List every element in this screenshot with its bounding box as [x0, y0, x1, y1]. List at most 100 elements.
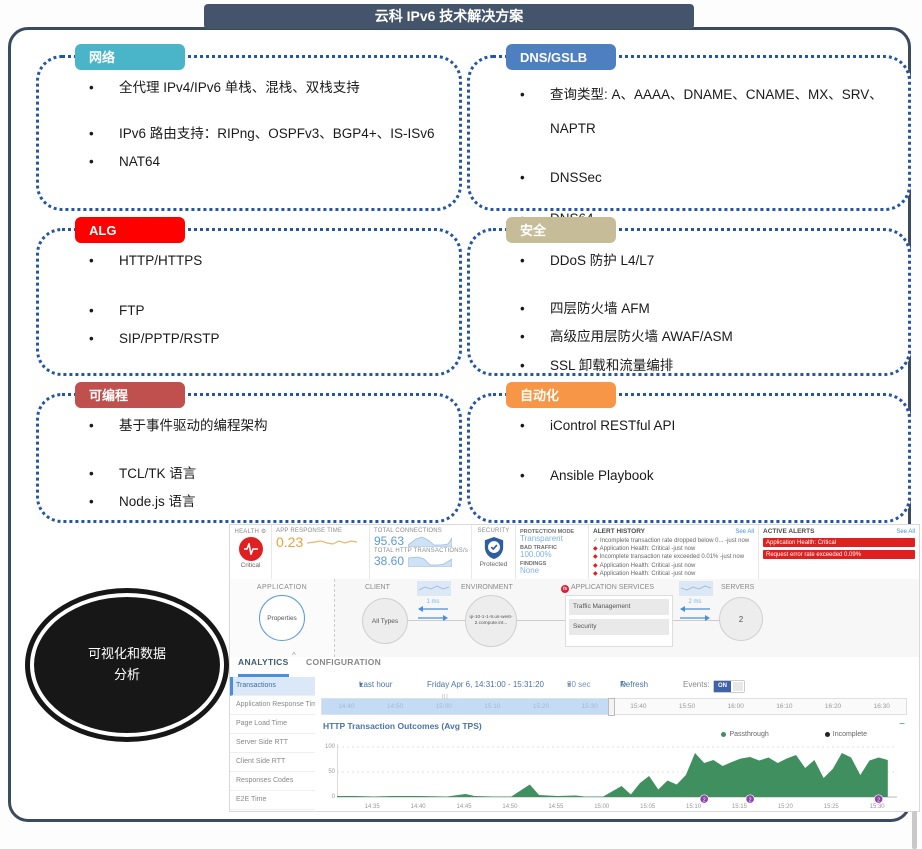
x-axis-tick: 14:40 [410, 804, 426, 810]
x-axis-tick: 14:45 [456, 804, 472, 810]
alert-history-list: ✓ Incomplete transaction rate dropped bel… [593, 537, 754, 578]
environment-node[interactable]: ip-10-1-1-9.us-west-2.compute.int... [465, 595, 517, 647]
svg-text:2: 2 [749, 797, 752, 803]
kpi-app-response-time: APP RESPONSE TIME 0.23 [272, 525, 370, 579]
x-axis-tick: 15:15 [731, 804, 747, 810]
kpi-protection: PROTECTION MODE Transparent BAD TRAFFIC … [516, 525, 589, 579]
minimize-chart-icon[interactable]: − [899, 719, 905, 730]
service-row-security[interactable]: Security [569, 619, 669, 635]
y-axis-tick: 50 [328, 769, 335, 775]
active-alert-banner: Request error rate exceeded 0.09% [763, 550, 915, 559]
x-axis-tick: 14:35 [364, 804, 380, 810]
alert-icon: ◆ [593, 546, 598, 553]
feature-bullet: SSL 卸载和流量编排 [520, 356, 884, 376]
sidebar-metric-item[interactable]: Application Response Time [230, 696, 315, 715]
bidirectional-arrows-icon [680, 606, 710, 621]
x-axis-tick: 15:00 [594, 804, 610, 810]
health-label: HEALTH [234, 529, 259, 535]
kpi-security: SECURITY Protected [472, 525, 516, 579]
visualization-ellipse: 可视化和数据分析 [25, 588, 229, 742]
feature-bullets: 查询类型: A、AAAA、DNAME、CNAME、MX、SRV、NAPTR DNS… [470, 58, 908, 229]
active-alerts-see-all-link[interactable]: See All [896, 528, 915, 535]
alert-icon: ◆ [593, 562, 598, 569]
client-node[interactable]: All Types [362, 598, 408, 644]
feature-box-alg: ALG HTTP/HTTPS FTP SIP/PPTP/RSTP [36, 217, 462, 376]
x-axis-tick: 15:05 [640, 804, 656, 810]
feature-bullet: SIP/PPTP/RSTP [89, 329, 435, 349]
refresh-icon: ↻ [620, 680, 627, 689]
toggle-knob [733, 682, 743, 691]
sidebar-metric-item[interactable]: E2E Time [230, 791, 315, 810]
active-alert-banner: Application Health: Critical [763, 538, 915, 547]
feature-bullets: DDoS 防护 L4/L7 四层防火墙 AFM 高级应用层防火墙 AWAF/ASM S… [470, 231, 908, 375]
feature-bullet: 全代理 IPv4/IPv6 单栈、混栈、双栈支持 [89, 78, 435, 98]
timeline-scrubber[interactable]: 14:4014:5015:0015:1015:2015:3015:4015:50… [321, 694, 907, 716]
chart-legend: Passthrough Incomplete [721, 731, 867, 738]
events-toggle[interactable]: ON [713, 680, 745, 693]
kpi-totals: TOTAL CONNECTIONS 95.63 TOTAL HTTP TRANS… [370, 525, 472, 579]
feature-bullet: HTTP/HTTPS [89, 251, 435, 271]
application-panel: APPLICATION Properties [230, 579, 335, 657]
x-axis-tick: 14:50 [502, 804, 518, 810]
findings-value: None [520, 565, 540, 575]
application-node[interactable]: Properties [259, 595, 305, 641]
sidebar-metric-item[interactable]: Responses Codes [230, 772, 315, 791]
analytics-dashboard: HEALTH ⚙ Critical APP RESPONSE TIME 0.23… [229, 524, 920, 849]
timeline-tick: 16:30 [873, 703, 890, 710]
passthrough-dot-icon [721, 732, 727, 737]
x-axis-tick: 15:30 [869, 804, 885, 810]
timeline-selection[interactable] [322, 699, 609, 714]
alert-history-item: ✓ Incomplete transaction rate dropped bel… [593, 538, 750, 544]
alert-history-panel: ALERT HISTORY See All ✓ Incomplete transa… [589, 525, 759, 579]
sidebar-metric-item[interactable]: Transactions [230, 677, 315, 696]
collapse-caret-icon[interactable]: ^ [292, 651, 296, 660]
event-marker[interactable] [745, 794, 755, 804]
service-row-traffic-management[interactable]: Traffic Management [569, 599, 669, 615]
servers-node[interactable]: 2 [719, 597, 763, 641]
metrics-sidebar: Transactions Application Response Time Pag… [230, 677, 316, 811]
timeline-grip-icon[interactable]: ||| [441, 694, 449, 700]
application-services-label: f5 APPLICATION SERVICES [561, 584, 654, 593]
timeline-tick: 16:20 [824, 703, 842, 710]
feature-tag-network: 网络 [75, 44, 185, 70]
svg-text:2: 2 [703, 797, 706, 803]
event-marker[interactable] [874, 794, 884, 804]
sidebar-metric-item[interactable]: Client Side RTT [230, 753, 315, 772]
check-icon: ✓ [593, 538, 599, 544]
alert-history-see-all-link[interactable]: See All [735, 528, 754, 535]
tab-configuration[interactable]: CONFIGURATION [306, 657, 382, 667]
x-axis-tick: 15:25 [823, 804, 839, 810]
gear-icon[interactable]: ⚙ [260, 529, 267, 535]
ellipse-label: 可视化和数据分析 [87, 646, 166, 682]
sidebar-metric-item[interactable]: Server Side RTT [230, 734, 315, 753]
timeline-drag-handle[interactable] [608, 698, 616, 716]
x-axis-tick: 14:55 [548, 804, 564, 810]
event-marker[interactable] [699, 794, 709, 804]
scrollbar-thumb[interactable] [912, 811, 917, 849]
timeline-tick: 16:10 [776, 703, 793, 710]
protection-mode-value: Transparent [520, 534, 563, 543]
feature-tag-automation: 自动化 [506, 382, 616, 408]
application-services-box: Traffic Management Security [565, 595, 673, 647]
tab-bar: ^ ANALYTICS CONFIGURATION [230, 651, 919, 678]
alert-history-item: ◆ Application Health: Critical -just now [593, 570, 696, 577]
tps-area-chart: 2 2 2 0 50 100 14:35 14:40 14:45 14:50 14:55 15:00… [321, 743, 903, 815]
total-http-value: 38.60 [374, 554, 405, 568]
timeline-tick: 15:50 [678, 703, 696, 710]
alert-icon: ◆ [593, 570, 598, 577]
feature-box-security: 安全 DDoS 防护 L4/L7 四层防火墙 AFM 高级应用层防火墙 AWAF/A… [467, 217, 911, 376]
server-latency: 2 ms [677, 599, 713, 625]
sidebar-metric-item[interactable]: Page Load Time [230, 715, 315, 734]
chart-title: HTTP Transaction Outcomes (Avg TPS) [323, 721, 482, 731]
timeline-tick: 15:40 [630, 703, 647, 710]
feature-bullet: 查询类型: A、AAAA、DNAME、CNAME、MX、SRV、NAPTR [520, 78, 884, 146]
topology-map: APPLICATION Properties CLIENT All Types … [230, 579, 919, 658]
x-axis-tick: 15:20 [777, 804, 793, 810]
latency-sparkline [679, 581, 713, 596]
health-status: Critical [240, 562, 261, 569]
timeline-tick: 16:00 [727, 703, 744, 710]
feature-bullet: DNSSec [520, 168, 884, 188]
time-range-text: Friday Apr 6, 14:31:00 - 15:31:20 [427, 680, 544, 689]
tab-analytics[interactable]: ANALYTICS [238, 657, 289, 677]
y-axis-tick: 0 [331, 794, 335, 800]
